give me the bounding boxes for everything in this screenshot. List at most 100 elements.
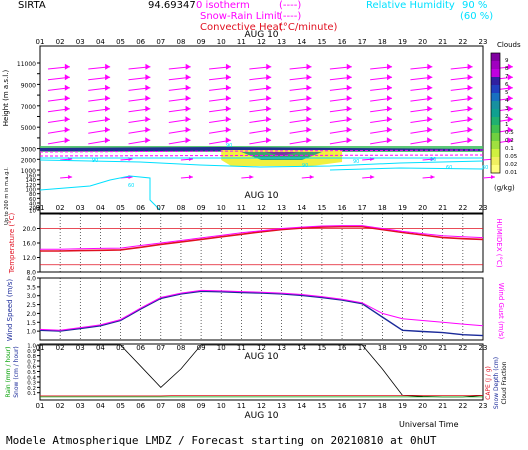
ytick-label-low-160: 160 xyxy=(26,174,37,180)
hour-bottom-19: 19 xyxy=(398,402,407,410)
hour-bottom-12: 12 xyxy=(257,402,266,410)
wind-arrow-head xyxy=(64,95,70,102)
wind-arrow-head xyxy=(467,116,473,123)
ylabel-height: Height (m a.s.l.) xyxy=(2,70,10,127)
ylabel-cape: CAPE (J / g) xyxy=(485,366,492,400)
rh-label: 90 xyxy=(92,158,98,164)
wind-arrow-head xyxy=(507,84,513,91)
wind-arrow-head xyxy=(185,63,191,70)
series-wind-gust xyxy=(39,289,484,331)
wind-arrow-head xyxy=(185,126,191,133)
colorbar-swatch xyxy=(491,69,500,78)
hour-precip-05: 05 xyxy=(116,344,125,352)
wind-arrow-head xyxy=(306,84,312,91)
wind-arrow-low-head xyxy=(188,175,193,179)
hour-top-19: 19 xyxy=(398,38,407,46)
hour-precip-13: 13 xyxy=(277,344,286,352)
hour-top-21: 21 xyxy=(438,38,447,46)
ytick-label-height-2000: 2000 xyxy=(21,157,36,164)
wind-arrow-head xyxy=(266,84,272,91)
hour-bottom-15: 15 xyxy=(317,402,326,410)
wind-arrow-head xyxy=(185,74,191,81)
wind-arrow-head xyxy=(427,84,433,91)
colorbar-tick: 9 xyxy=(505,58,509,64)
ytick-label-low-120: 120 xyxy=(26,183,37,189)
site-label: SIRTA xyxy=(18,0,46,11)
hour-top-16: 16 xyxy=(338,38,347,46)
colorbar-swatch xyxy=(491,85,500,94)
wind-arrow-head xyxy=(225,116,231,123)
wind-arrow-head xyxy=(306,95,312,102)
isotherm-line xyxy=(39,149,484,153)
hour-bottom-18: 18 xyxy=(378,402,387,410)
colorbar-tick: 0.05 xyxy=(505,154,518,160)
hour-bottom-17: 17 xyxy=(358,402,367,410)
wind-arrow-head xyxy=(225,126,231,133)
legend-convective-units: (°C/minute) xyxy=(279,22,338,33)
hour-top-06: 06 xyxy=(136,38,145,46)
hour-temp-23: 23 xyxy=(479,204,488,212)
hour-precip-11: 11 xyxy=(237,344,246,352)
wind-arrow-head xyxy=(185,137,191,144)
ytick-label-low-140: 140 xyxy=(26,178,37,184)
wind-arrow-head xyxy=(185,95,191,102)
wind-arrow-head xyxy=(64,116,70,123)
ytick-label-low-60: 60 xyxy=(29,197,36,203)
wind-arrow-head xyxy=(266,116,272,123)
colorbar-tick: 2 xyxy=(505,114,509,120)
colorbar-swatch xyxy=(491,61,500,70)
panel-precip-ytick-label: 0.5 xyxy=(27,370,36,376)
ytick-label-height-11000: 11000 xyxy=(17,61,36,68)
ytick-label-height-5000: 5000 xyxy=(21,125,36,132)
ytick-label-height-9000: 9000 xyxy=(21,82,36,89)
hour-bottom-23: 23 xyxy=(479,402,488,410)
hour-top-10: 10 xyxy=(217,38,226,46)
rh-contour-90b xyxy=(39,159,484,168)
wind-arrow-head xyxy=(266,105,272,112)
wind-arrow-head xyxy=(427,137,433,144)
wind-arrow-head xyxy=(266,74,272,81)
hour-temp-06: 06 xyxy=(136,204,145,212)
ytick-label-low-10: 10 xyxy=(29,209,36,215)
colorbar-swatch xyxy=(491,53,500,62)
universal-time-label: Universal Time xyxy=(399,420,459,429)
wind-arrow-head xyxy=(266,137,272,144)
wind-arrow-head xyxy=(346,63,352,70)
legend-snow-rain: Snow-Rain Limit xyxy=(200,11,281,22)
wind-arrow-head xyxy=(507,74,513,81)
hour-bottom-11: 11 xyxy=(237,402,246,410)
wind-arrow-head xyxy=(225,137,231,144)
colorbar-swatch xyxy=(491,93,500,102)
date-label-temp: AUG 10 xyxy=(244,191,278,201)
hour-precip-17: 17 xyxy=(358,344,367,352)
wind-arrow-head xyxy=(427,116,433,123)
hour-temp-10: 10 xyxy=(217,204,226,212)
hour-precip-15: 15 xyxy=(317,344,326,352)
hour-temp-04: 04 xyxy=(96,204,105,212)
hour-temp-11: 11 xyxy=(237,204,246,212)
rh-label: 90 xyxy=(226,143,232,149)
wind-arrow-head xyxy=(467,137,473,144)
colorbar-tick: 7 xyxy=(505,74,509,80)
hour-top-02: 02 xyxy=(56,38,65,46)
hour-top-22: 22 xyxy=(458,38,467,46)
legend-rh-90: 90 % xyxy=(462,0,487,11)
rh-label: 90 xyxy=(302,163,308,169)
hour-precip-20: 20 xyxy=(418,344,427,352)
wind-arrow-head xyxy=(386,105,392,112)
wind-arrow-low-head xyxy=(370,175,375,179)
hour-temp-07: 07 xyxy=(156,204,165,212)
wind-arrow-head xyxy=(306,63,312,70)
wind-arrow-head xyxy=(306,105,312,112)
colorbar-swatch xyxy=(491,101,500,110)
hour-bottom-06: 06 xyxy=(136,402,145,410)
legend-rh-60: (60 %) xyxy=(460,11,493,22)
site-code-label: 94.69347 xyxy=(148,0,196,11)
wind-arrow-head xyxy=(346,137,352,144)
panel-clouds-frame xyxy=(39,45,484,214)
wind-arrow-head xyxy=(145,105,151,112)
rh-label: 90 xyxy=(430,157,436,163)
ytick-label-height-7000: 7000 xyxy=(21,104,36,111)
wind-arrow-low-head xyxy=(249,175,254,179)
